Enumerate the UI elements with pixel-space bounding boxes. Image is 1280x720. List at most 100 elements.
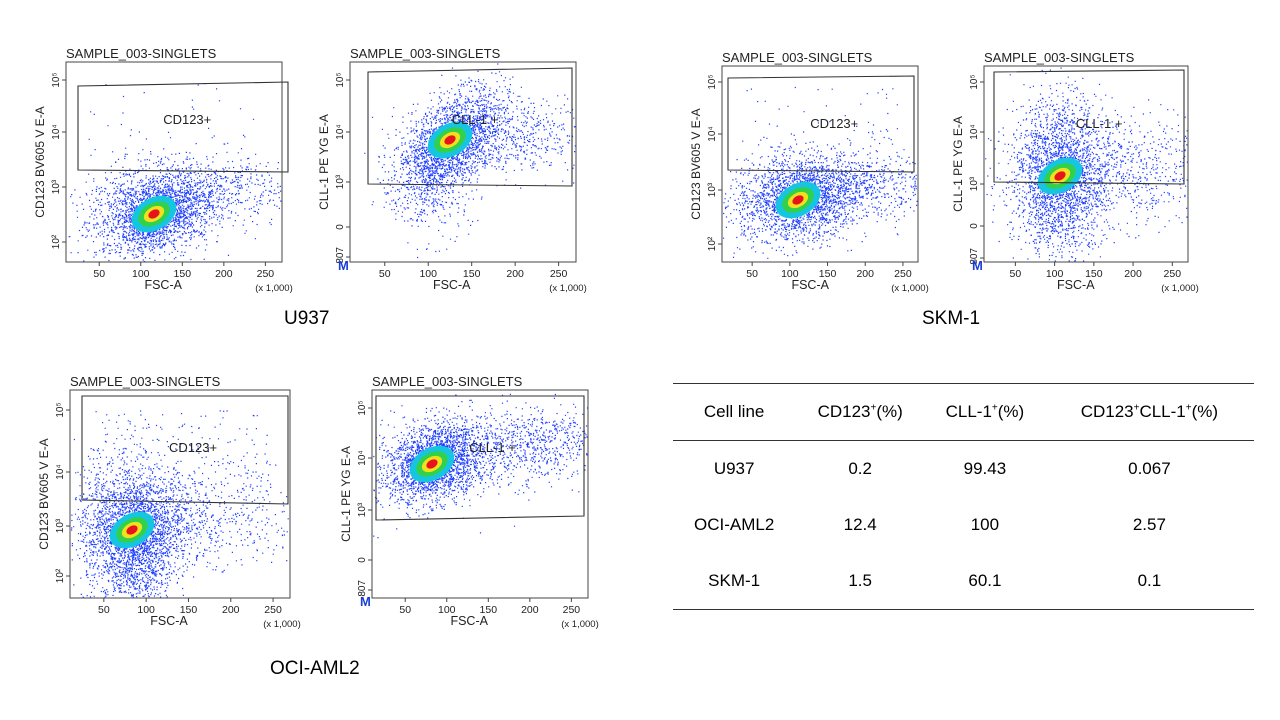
x-tick-label: 50 — [93, 268, 105, 280]
x-tick-label: 250 — [550, 268, 568, 280]
x-tick-label: 250 — [257, 268, 275, 280]
x-axis-label: FSC-A — [791, 278, 829, 292]
y-tick-label: 10⁵ — [969, 74, 980, 89]
x-tick-label: 150 — [1085, 268, 1103, 280]
scatter-plot: SAMPLE_003-SINGLETS CD123+ 50 100 150 200 250 F… — [33, 46, 293, 294]
x-tick-label: 250 — [563, 604, 581, 616]
x-scale-note: (x 1,000) — [255, 283, 293, 294]
y-tick-label: 10⁴ — [357, 450, 368, 465]
plot-skm1-cd123: SAMPLE_003-SINGLETS CD123+ 50 100 150 200 250 F… — [684, 50, 934, 295]
gate-label: CLL-1 + — [469, 440, 516, 455]
x-tick-label: 250 — [894, 268, 912, 280]
caption-skm1: SKM-1 — [922, 308, 981, 329]
x-tick-label: 100 — [438, 604, 456, 616]
plot-u937-cd123: SAMPLE_003-SINGLETS CD123+ 50 100 150 200 250 F… — [26, 44, 296, 296]
plot-title: SAMPLE_003-SINGLETS — [372, 374, 523, 389]
gate-label: CD123+ — [169, 440, 217, 455]
x-tick-label: 50 — [746, 268, 758, 280]
plot-title: SAMPLE_003-SINGLETS — [350, 46, 501, 61]
y-axis-label: CLL-1 PE YG E-A — [339, 446, 353, 542]
y-axis-label: CD123 BV605 V E-A — [689, 108, 703, 219]
y-tick-label: 0 — [335, 224, 346, 230]
y-axis-label: CLL-1 PE YG E-A — [317, 114, 331, 210]
x-axis-label: FSC-A — [150, 614, 188, 628]
table-row: OCI-AML2 12.4 100 2.57 — [673, 497, 1254, 553]
table-row: U937 0.2 99.43 0.067 — [673, 441, 1254, 498]
x-scale-note: (x 1,000) — [263, 619, 301, 630]
y-tick-label: 10⁵ — [707, 74, 718, 89]
y-tick-label: 10³ — [707, 182, 718, 197]
y-tick-label: 10⁵ — [335, 72, 346, 87]
table-cell: 99.43 — [963, 459, 1007, 478]
y-tick-label: 10³ — [55, 518, 66, 533]
y-tick-label: 10³ — [969, 176, 980, 191]
y-tick-label: 10⁴ — [55, 464, 66, 479]
density-cloud — [68, 83, 282, 263]
x-axis-label: FSC-A — [450, 614, 488, 628]
x-tick-label: 150 — [180, 604, 198, 616]
plot-frame — [721, 65, 919, 263]
gate-polygon[interactable] — [81, 395, 289, 505]
gate-label: CLL-1 + — [1076, 116, 1123, 131]
marker-m-icon: M — [360, 594, 371, 609]
table-cell: 0.1 — [1137, 571, 1162, 590]
table-row: SKM-1 1.5 60.1 0.1 — [673, 553, 1254, 610]
gate-label: CLL-1 + — [452, 112, 499, 127]
x-tick-label: 200 — [521, 604, 539, 616]
gate-polygon[interactable] — [727, 75, 915, 173]
plot-title: SAMPLE_003-SINGLETS — [66, 46, 217, 61]
gate-label: CD123+ — [810, 116, 858, 131]
plot-oci-cll1: SAMPLE_003-SINGLETS CLL-1 + 50 100 150 200 250… — [332, 372, 602, 634]
table-cell: 60.1 — [968, 571, 1002, 590]
y-tick-label: 10³ — [357, 502, 368, 517]
table-header-row: Cell line CD123+(%) CLL-1+(%) CD123+CLL-… — [673, 383, 1254, 441]
y-tick-label: 10⁵ — [55, 402, 66, 417]
table-cell: U937 — [713, 459, 755, 478]
scatter-plot: SAMPLE_003-SINGLETS CLL-1 + 50 100 150 200 250… — [339, 374, 599, 630]
x-scale-note: (x 1,000) — [891, 283, 929, 294]
x-tick-label: 100 — [1046, 268, 1064, 280]
gate-polygon[interactable] — [375, 395, 585, 521]
y-tick-label: 10² — [707, 236, 718, 251]
x-tick-label: 50 — [98, 604, 110, 616]
y-tick-label: 10⁵ — [357, 400, 368, 415]
y-tick-label: 10⁴ — [707, 126, 718, 141]
summary-table: Cell line CD123+(%) CLL-1+(%) CD123+CLL-… — [673, 383, 1254, 610]
density-cloud — [723, 86, 918, 259]
table-cell: 1.5 — [848, 571, 872, 590]
scatter-plot: SAMPLE_003-SINGLETS CLL-1 + 50 100 150 200 250… — [951, 50, 1199, 294]
table-cell: OCI-AML2 — [693, 515, 775, 534]
x-tick-label: 100 — [137, 604, 155, 616]
plot-frame — [371, 389, 589, 599]
header-double-positive: CD123+CLL-1+(%) — [1080, 402, 1219, 421]
y-axis-label: CD123 BV605 V E-A — [33, 106, 47, 217]
gate-polygon[interactable] — [77, 81, 289, 173]
table-cell: 100 — [970, 515, 1000, 534]
gate-polygon[interactable] — [993, 69, 1185, 185]
plot-u937-cll1: SAMPLE_003-SINGLETS CLL-1 + 50 100 150 200 250… — [317, 44, 590, 296]
x-tick-label: 200 — [1124, 268, 1142, 280]
caption-u937: U937 — [284, 308, 330, 329]
gate-polygon[interactable] — [367, 67, 573, 187]
plot-title: SAMPLE_003-SINGLETS — [984, 50, 1135, 65]
y-tick-label: 10² — [51, 234, 62, 249]
y-tick-label: 10⁴ — [335, 124, 346, 139]
table-cell: 12.4 — [843, 515, 877, 534]
caption-oci-aml2: OCI-AML2 — [270, 658, 360, 679]
scatter-plot: SAMPLE_003-SINGLETS CD123+ 50 100 150 200 250 F… — [37, 374, 301, 630]
scatter-plot: SAMPLE_003-SINGLETS CLL-1 + 50 100 150 200 250… — [317, 46, 587, 294]
x-tick-label: 200 — [222, 604, 240, 616]
scatter-plot: SAMPLE_003-SINGLETS CD123+ 50 100 150 200 250 F… — [689, 50, 929, 294]
y-tick-label: -807 — [357, 580, 368, 600]
x-tick-label: 50 — [399, 604, 411, 616]
y-tick-label: 10² — [55, 568, 66, 583]
x-scale-note: (x 1,000) — [561, 619, 599, 630]
y-tick-label: 0 — [357, 557, 368, 563]
plot-title: SAMPLE_003-SINGLETS — [70, 374, 221, 389]
x-tick-label: 200 — [856, 268, 874, 280]
y-tick-label: 10³ — [335, 174, 346, 189]
y-tick-label: 10⁴ — [969, 124, 980, 139]
x-tick-label: 100 — [419, 268, 437, 280]
header-cell-line: Cell line — [703, 402, 765, 421]
density-cloud — [373, 393, 589, 539]
